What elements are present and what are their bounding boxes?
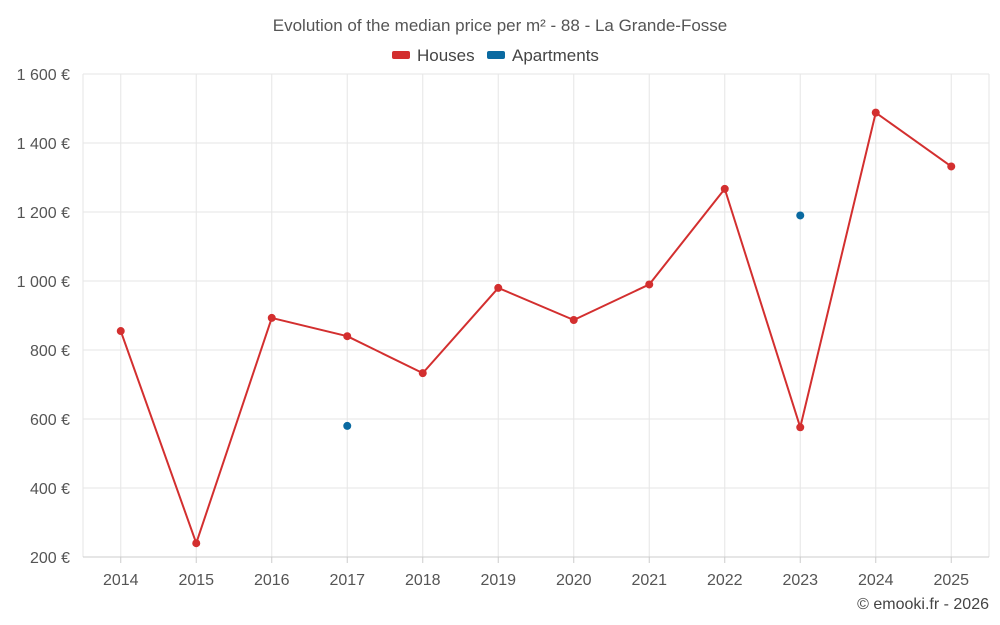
legend-item-apartments[interactable]: Apartments xyxy=(487,46,599,65)
x-tick-label: 2019 xyxy=(480,572,516,589)
y-tick-label: 200 € xyxy=(30,550,70,567)
x-tick-label: 2021 xyxy=(631,572,667,589)
axes: 200 € 400 € 600 € 800 € 1 000 € 1 200 € 1 400 … xyxy=(17,67,989,589)
y-tick-label: 1 200 € xyxy=(17,205,70,222)
y-tick-label: 800 € xyxy=(30,343,70,360)
x-tick-label: 2023 xyxy=(782,572,818,589)
legend-label-houses: Houses xyxy=(417,46,475,65)
data-point-houses-2021[interactable] xyxy=(645,280,654,289)
series xyxy=(116,108,956,548)
data-point-houses-2024[interactable] xyxy=(871,108,880,117)
y-tick-label: 1 600 € xyxy=(17,67,70,84)
y-tick-label: 1 000 € xyxy=(17,274,70,291)
x-tick-label: 2022 xyxy=(707,572,743,589)
data-point-houses-2015[interactable] xyxy=(192,539,201,548)
data-point-apartments-2017[interactable] xyxy=(343,421,352,430)
grid xyxy=(82,73,990,558)
x-tick-label: 2018 xyxy=(405,572,441,589)
data-point-houses-2020[interactable] xyxy=(569,315,578,324)
data-point-houses-2016[interactable] xyxy=(267,313,276,322)
x-tick-label: 2015 xyxy=(178,572,214,589)
legend-swatch-houses xyxy=(392,51,410,59)
data-point-houses-2014[interactable] xyxy=(116,327,125,336)
legend-swatch-apartments xyxy=(487,51,505,59)
x-tick-label: 2017 xyxy=(329,572,365,589)
data-point-houses-2017[interactable] xyxy=(343,332,352,341)
data-point-houses-2018[interactable] xyxy=(418,369,427,378)
x-tick-label: 2014 xyxy=(103,572,139,589)
data-point-houses-2019[interactable] xyxy=(494,283,503,292)
legend-label-apartments: Apartments xyxy=(512,46,599,65)
legend-item-houses[interactable]: Houses xyxy=(392,46,475,65)
credit-text: © emooki.fr - 2026 xyxy=(857,596,989,613)
y-tick-label: 400 € xyxy=(30,481,70,498)
y-tick-label: 600 € xyxy=(30,412,70,429)
y-tick-label: 1 400 € xyxy=(17,136,70,153)
x-tick-label: 2024 xyxy=(858,572,894,589)
data-point-houses-2023[interactable] xyxy=(796,423,805,432)
x-tick-label: 2020 xyxy=(556,572,592,589)
x-tick-label: 2016 xyxy=(254,572,290,589)
series-line-houses xyxy=(119,111,952,545)
data-point-apartments-2023[interactable] xyxy=(796,211,805,220)
data-point-houses-2025[interactable] xyxy=(947,162,956,171)
data-point-houses-2022[interactable] xyxy=(720,184,729,193)
legend: Houses Apartments xyxy=(392,46,599,65)
x-tick-label: 2025 xyxy=(933,572,969,589)
chart-title: Evolution of the median price per m² - 8… xyxy=(273,16,728,35)
